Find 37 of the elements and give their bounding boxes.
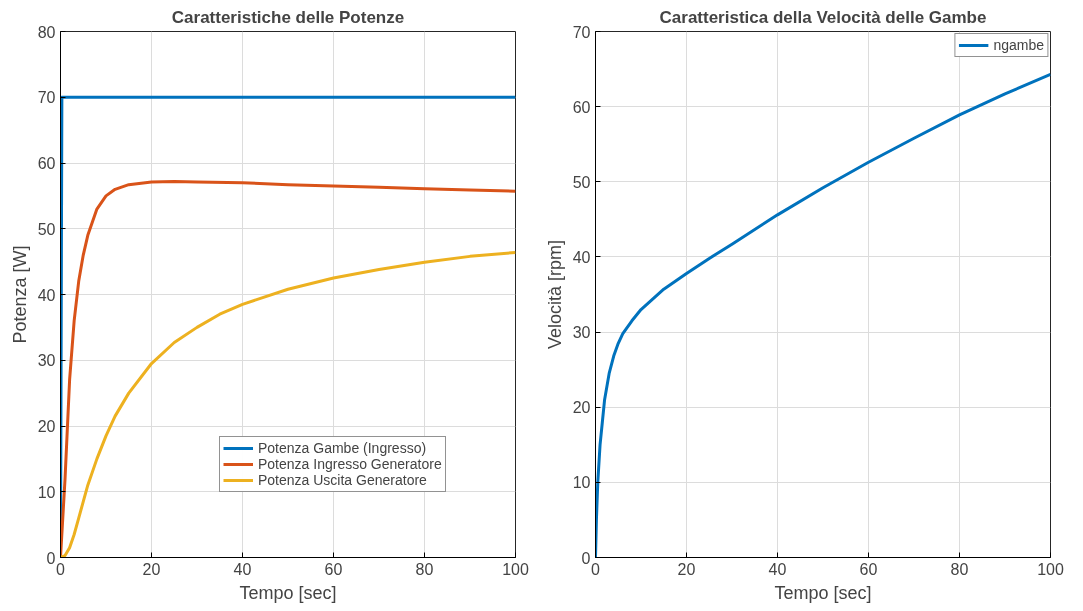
y-tick-label: 20 [37, 418, 56, 435]
legend-label: Potenza Uscita Generatore [258, 472, 427, 488]
x-tick-label: 60 [859, 560, 878, 578]
y-tick-label: 30 [572, 324, 591, 342]
y-tick-label: 70 [572, 23, 591, 41]
x-tick-label: 100 [502, 560, 529, 578]
y-tick-label: 10 [572, 474, 591, 492]
x-tick-label: 80 [415, 560, 434, 578]
x-tick-label: 100 [1037, 560, 1064, 578]
chart-title: Caratteristiche delle Potenze [171, 7, 405, 27]
y-tick-label: 0 [46, 549, 56, 567]
legend-label: ngambe [993, 37, 1044, 53]
legend-label: Potenza Ingresso Generatore [258, 456, 442, 472]
y-tick-label: 70 [37, 89, 56, 107]
y-axis-title: Potenza [W] [9, 245, 30, 344]
legend-label: Potenza Gambe (Ingresso) [258, 440, 427, 456]
y-tick-label: 40 [37, 286, 56, 304]
y-tick-label: 30 [37, 352, 56, 370]
x-axis-title: Tempo [sec] [774, 582, 872, 603]
y-tick-label: 60 [572, 98, 591, 116]
x-tick-label: 20 [677, 560, 696, 578]
y-tick-label: 40 [572, 248, 591, 266]
x-tick-label: 40 [768, 560, 787, 578]
x-tick-label: 80 [950, 560, 969, 578]
y-tick-label: 50 [37, 220, 56, 238]
y-tick-label: 60 [37, 155, 56, 172]
x-tick-label: 40 [233, 560, 252, 578]
y-tick-label: 0 [581, 549, 591, 567]
x-tick-label: 20 [142, 560, 161, 578]
y-tick-label: 80 [37, 23, 56, 41]
x-axis-title: Tempo [sec] [239, 582, 337, 603]
chart-title: Caratteristica della Velocità delle Gambe [659, 7, 987, 27]
y-tick-label: 20 [572, 399, 591, 417]
x-tick-label: 60 [324, 560, 343, 578]
y-tick-label: 50 [572, 173, 591, 191]
y-axis-title: Velocità [rpm] [544, 239, 565, 350]
y-tick-label: 10 [37, 483, 56, 501]
